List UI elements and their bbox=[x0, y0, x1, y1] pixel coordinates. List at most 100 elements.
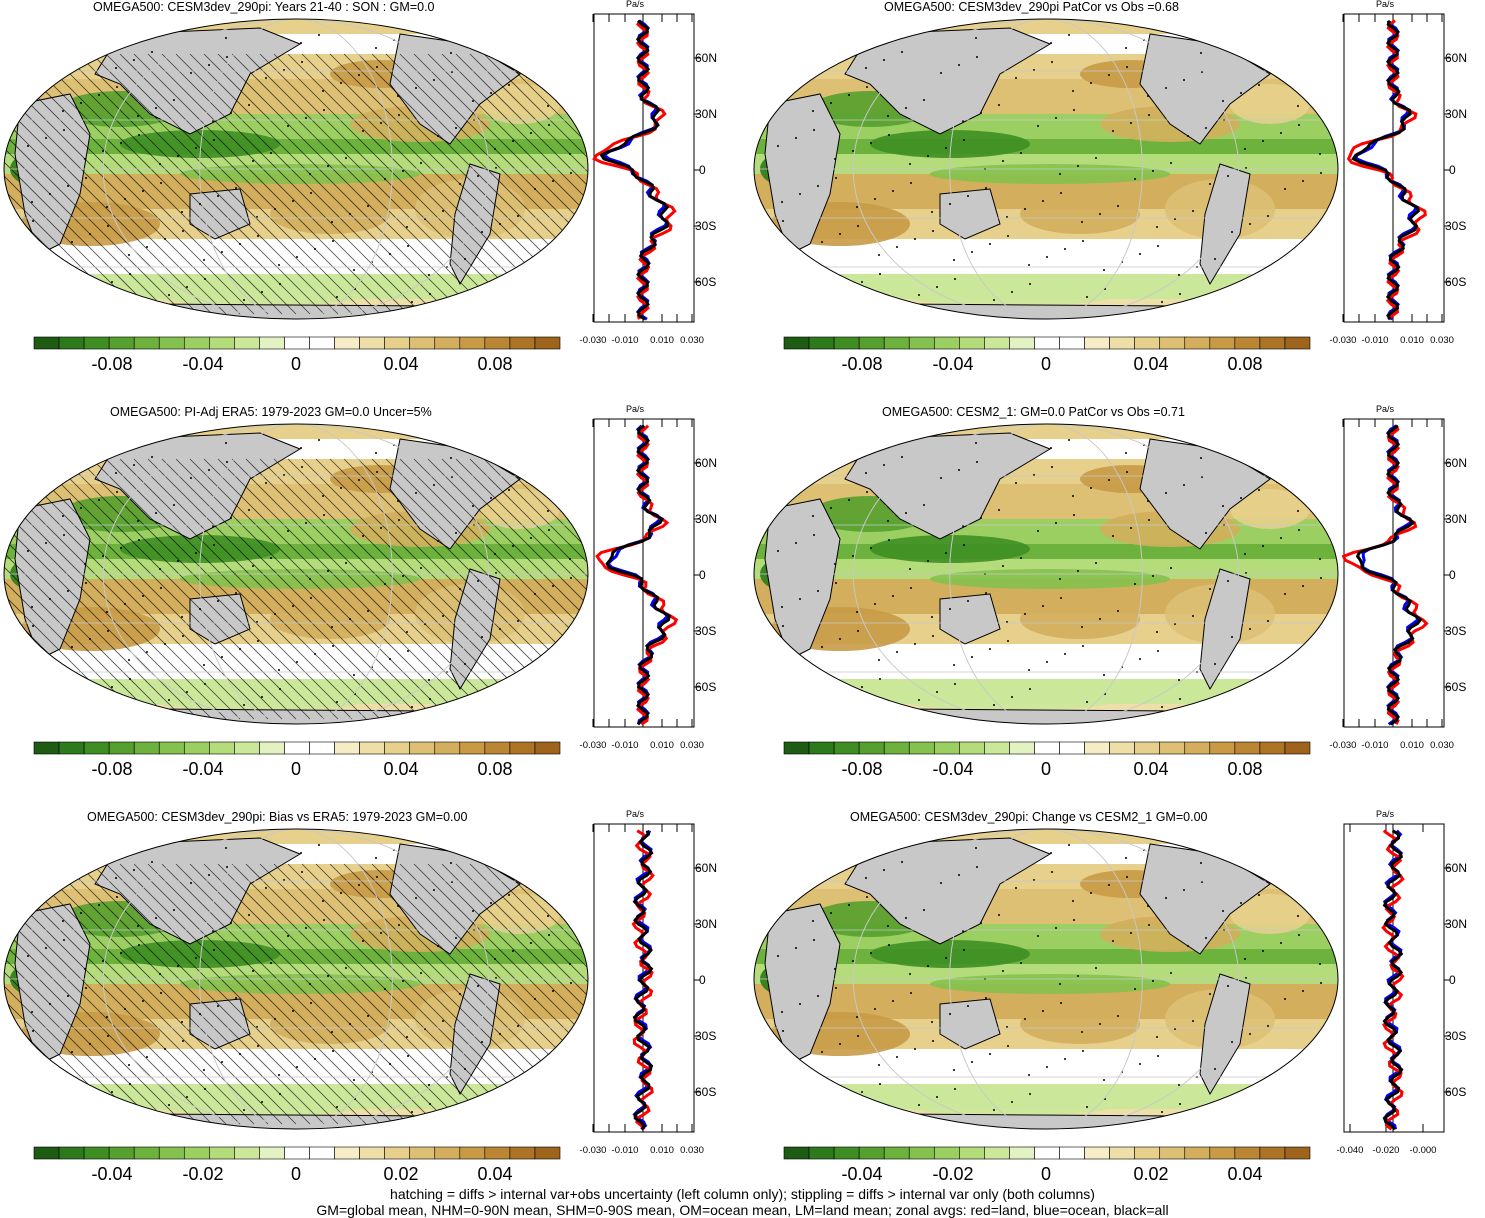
colorbar-swatch bbox=[58, 741, 85, 755]
zonal-axes bbox=[593, 418, 695, 728]
land-mass bbox=[844, 837, 1052, 945]
colorbar-swatch bbox=[459, 741, 486, 755]
land-mass bbox=[149, 708, 431, 724]
colorbar-swatch bbox=[309, 336, 335, 350]
colorbar-swatch bbox=[133, 741, 160, 755]
colorbar-swatch bbox=[1034, 1146, 1060, 1160]
colorbar-label: 0.04 bbox=[1133, 354, 1168, 374]
colorbar-swatch bbox=[409, 741, 436, 755]
map-border bbox=[3, 18, 589, 320]
colorbar-swatch bbox=[534, 741, 561, 755]
colorbar-swatch bbox=[1134, 1146, 1161, 1160]
land-mass bbox=[939, 188, 1001, 240]
colorbar-swatch bbox=[1084, 336, 1110, 350]
colorbar-swatch bbox=[284, 1146, 310, 1160]
colorbar-swatch bbox=[459, 1146, 486, 1160]
colorbar-swatch bbox=[908, 336, 935, 350]
colorbar-swatch bbox=[1059, 336, 1085, 350]
zonal-axes bbox=[593, 13, 695, 323]
colorbar-swatch bbox=[1159, 1146, 1186, 1160]
zonal-axes bbox=[1343, 418, 1445, 728]
colorbar-swatch bbox=[534, 336, 561, 350]
zonal-all-line bbox=[1355, 424, 1423, 726]
map-border bbox=[3, 828, 589, 1130]
colorbar-label: -0.08 bbox=[91, 354, 132, 374]
colorbar-label: 0.04 bbox=[1227, 1164, 1262, 1184]
lat-label: 30S bbox=[1445, 624, 1466, 638]
lat-label: 60S bbox=[1445, 275, 1466, 289]
colorbar-swatch bbox=[1234, 336, 1261, 350]
lat-label: 30N bbox=[1445, 107, 1467, 121]
anomaly-region bbox=[930, 974, 1170, 994]
colorbar-swatch bbox=[359, 741, 385, 755]
colorbar-label: 0 bbox=[291, 1164, 301, 1184]
colorbar-swatch bbox=[58, 1146, 85, 1160]
zonal-plot-5: Pa/s -0.030 -0.010 0.010 0.030 60N 30N 0… bbox=[580, 810, 717, 1156]
colorbar-swatch bbox=[58, 336, 85, 350]
latitude-band bbox=[4, 829, 588, 844]
map-panel-2 bbox=[753, 18, 1339, 320]
lat-label: 30S bbox=[695, 219, 716, 233]
colorbar-swatch bbox=[33, 1146, 60, 1160]
lat-label: 30S bbox=[1445, 219, 1466, 233]
zonal-tick: -0.010 bbox=[612, 335, 639, 346]
colorbar-label: 0.08 bbox=[1227, 354, 1262, 374]
zonal-axes bbox=[1343, 13, 1445, 323]
map-panel-3 bbox=[3, 423, 589, 725]
colorbar-label: 0.04 bbox=[383, 354, 418, 374]
anomaly-region bbox=[870, 940, 1030, 968]
map-panel-5 bbox=[3, 828, 589, 1130]
zonal-plot-6: Pa/s -0.040 -0.020 -0.000 60N 30N 0 30S … bbox=[1337, 810, 1467, 1156]
colorbar-swatch bbox=[1109, 741, 1135, 755]
zonal-tick: 0.010 bbox=[650, 335, 674, 346]
colorbar-swatch bbox=[434, 1146, 461, 1160]
colorbar-swatch bbox=[183, 336, 210, 350]
colorbar-swatch bbox=[359, 336, 385, 350]
anomaly-region bbox=[900, 282, 1120, 306]
zonal-all-line bbox=[1351, 20, 1421, 320]
land-mass bbox=[844, 27, 1052, 135]
zonal-ocean-line bbox=[601, 19, 669, 321]
colorbar-swatch bbox=[1284, 741, 1311, 755]
colorbar-swatch bbox=[33, 741, 60, 755]
lat-label: 60N bbox=[695, 51, 717, 65]
colorbar-swatch bbox=[484, 1146, 511, 1160]
colorbar-swatch bbox=[158, 336, 185, 350]
colorbar-label: 0 bbox=[1041, 1164, 1051, 1184]
land-mass bbox=[94, 837, 302, 945]
colorbar-swatch bbox=[1084, 741, 1110, 755]
colorbar-swatch bbox=[1209, 1146, 1236, 1160]
map-border bbox=[3, 423, 589, 725]
footer-hatching-note: hatching = diffs > internal var+obs unce… bbox=[390, 1186, 1095, 1202]
colorbar-label: 0 bbox=[1041, 354, 1051, 374]
lat-label: 0 bbox=[1449, 568, 1456, 582]
anomaly-region bbox=[120, 535, 280, 563]
zonal-tick: 0.010 bbox=[1400, 740, 1424, 751]
zonal-plot-4: Pa/s -0.030 -0.010 0.010 0.030 60N 30N 0… bbox=[1330, 405, 1467, 751]
anomaly-region bbox=[180, 569, 420, 589]
colorbar-swatch bbox=[384, 1146, 411, 1160]
map-border bbox=[753, 18, 1339, 320]
anomaly-region bbox=[180, 164, 420, 184]
colorbar-swatch bbox=[183, 741, 210, 755]
colorbar-label: -0.04 bbox=[932, 759, 973, 779]
colorbar-swatch bbox=[1084, 1146, 1110, 1160]
colorbar-swatch bbox=[234, 741, 260, 755]
colorbar-swatch bbox=[209, 336, 235, 350]
map-panel-4 bbox=[753, 423, 1339, 725]
colorbar-swatch bbox=[108, 1146, 135, 1160]
colorbar-swatch bbox=[409, 336, 436, 350]
land-mass bbox=[844, 432, 1052, 540]
colorbar-swatch bbox=[1009, 1146, 1035, 1160]
land-mass bbox=[14, 93, 91, 255]
colorbar-swatch bbox=[1184, 741, 1211, 755]
colorbar-swatch bbox=[334, 336, 360, 350]
colorbar-swatch bbox=[334, 1146, 360, 1160]
colorbar-swatch bbox=[1034, 741, 1060, 755]
colorbar-swatch bbox=[1034, 336, 1060, 350]
colorbar-swatch bbox=[1159, 336, 1186, 350]
colorbar-swatch bbox=[484, 741, 511, 755]
colorbar-5: -0.04 -0.02 0 0.02 0.04 bbox=[33, 1146, 561, 1184]
zonal-tick: 0.010 bbox=[650, 740, 674, 751]
land-mass bbox=[764, 903, 841, 1065]
